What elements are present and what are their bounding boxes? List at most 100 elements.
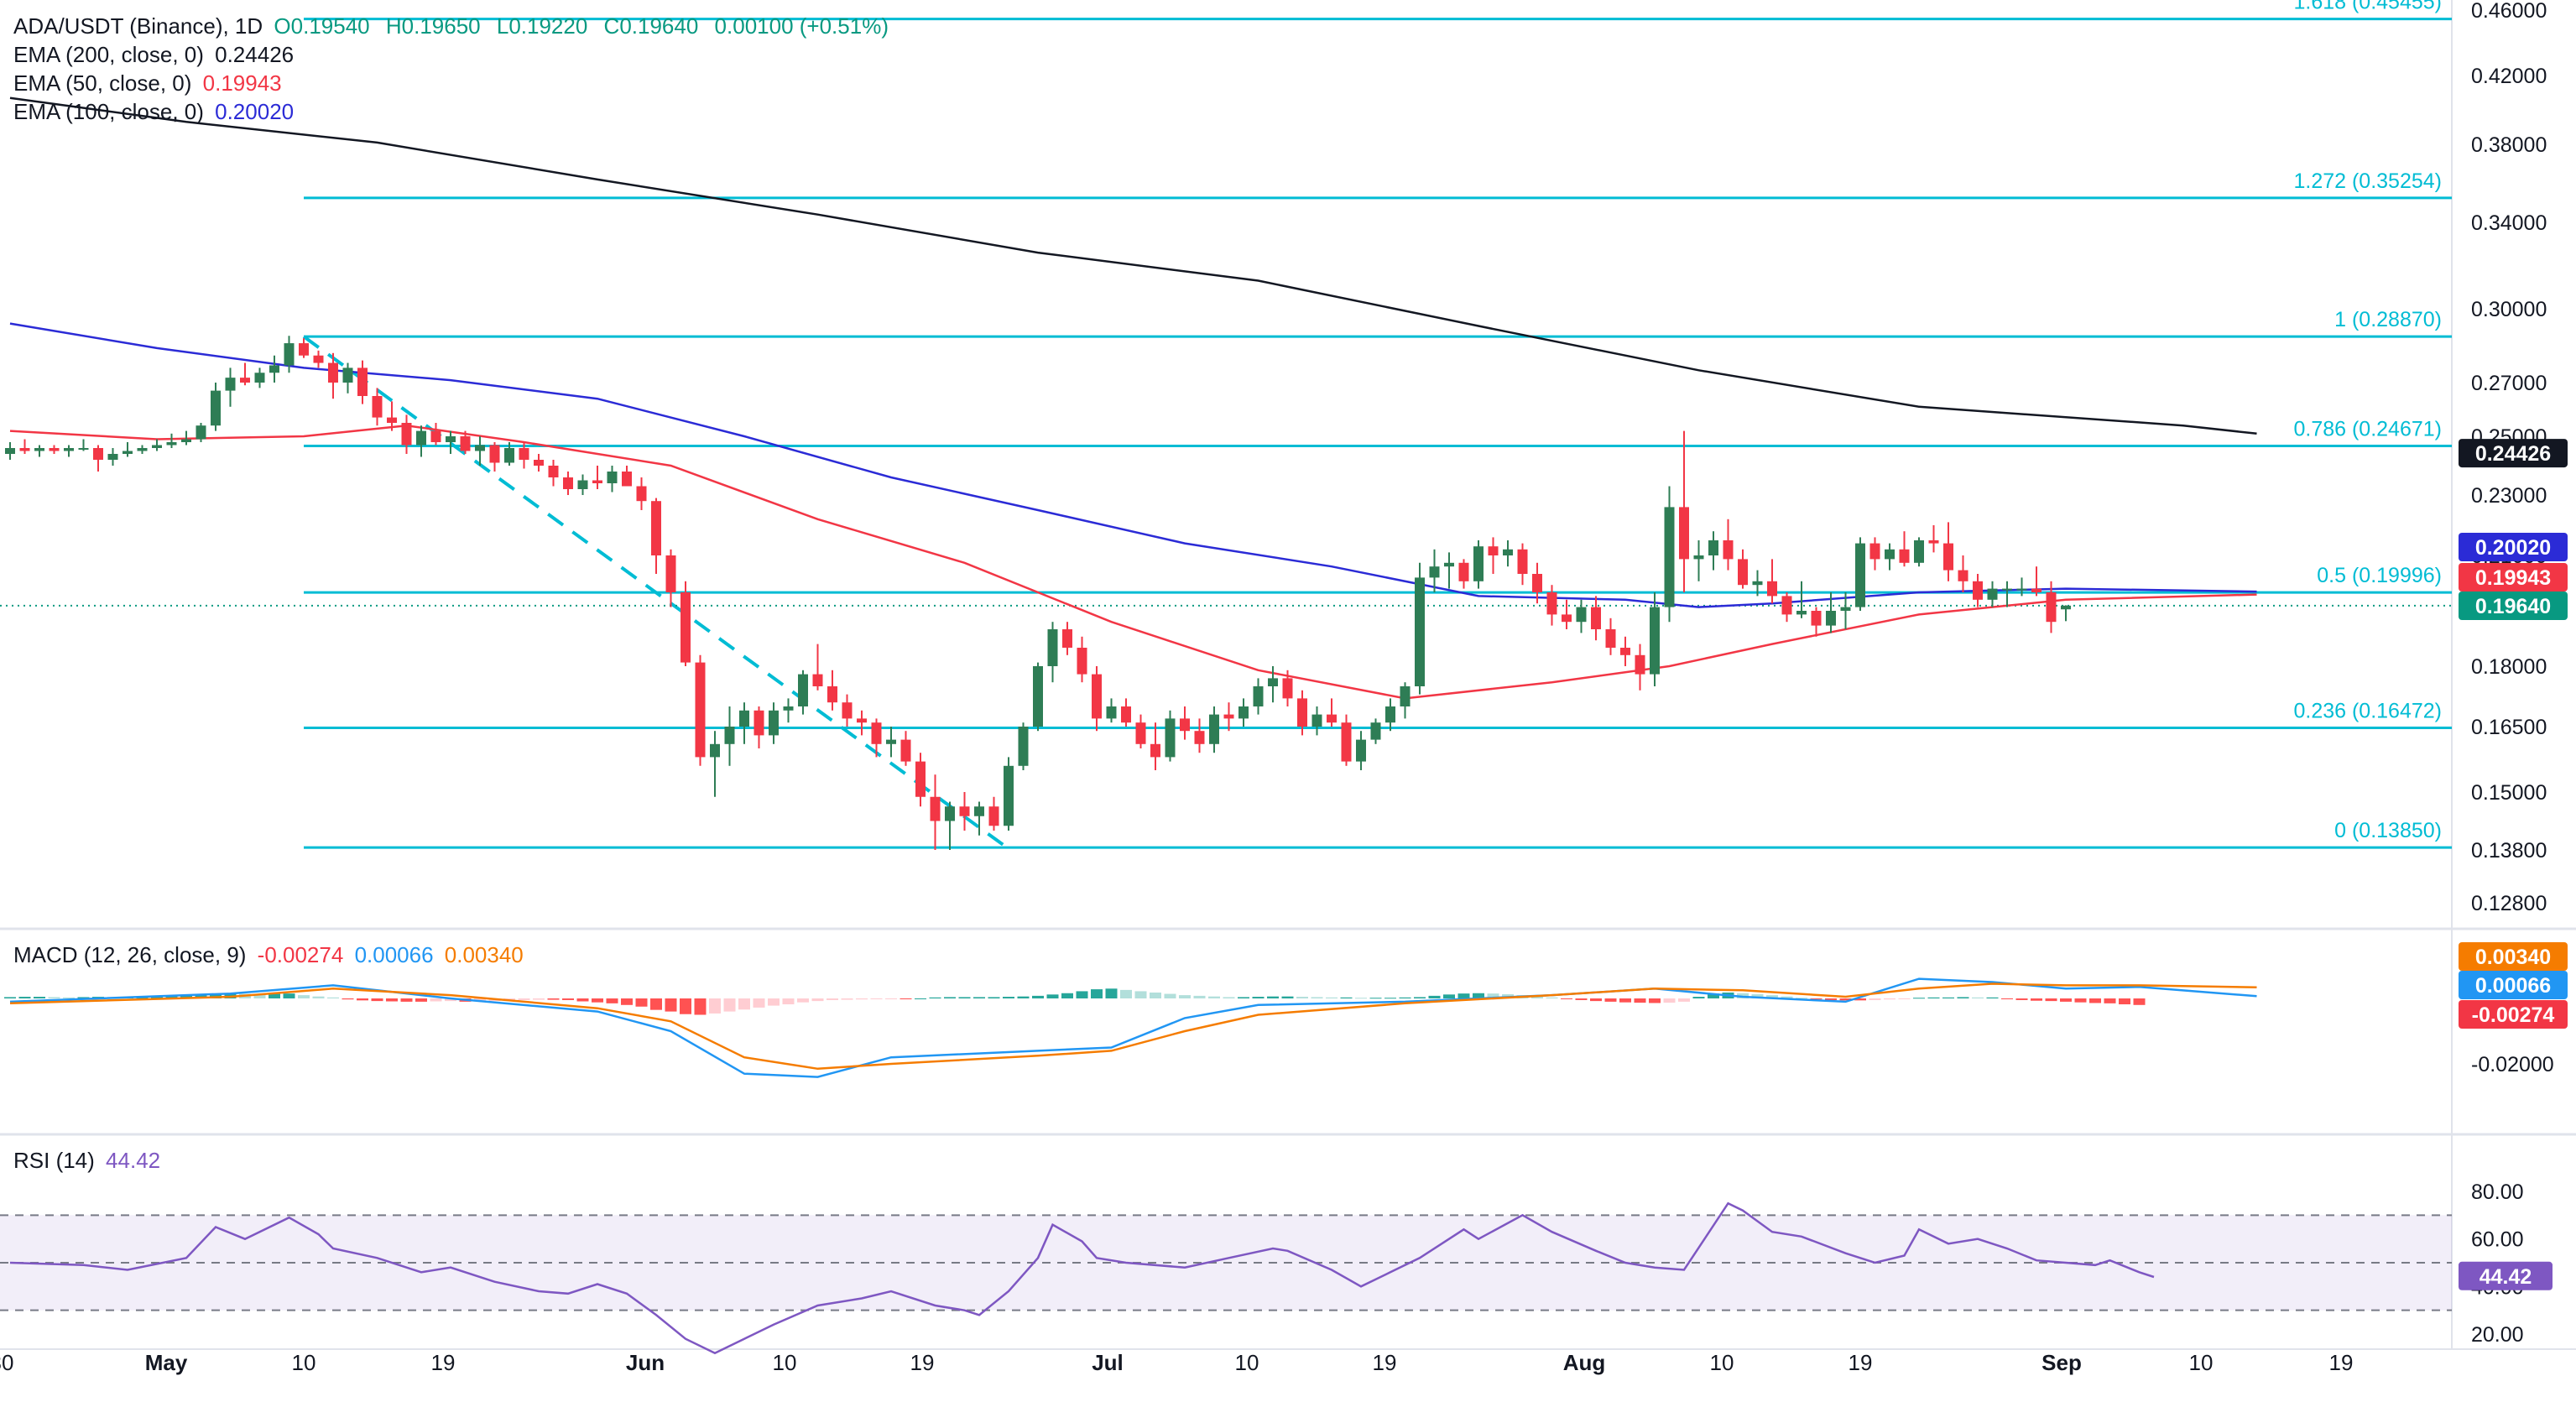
candle-body bbox=[342, 367, 353, 383]
candle-body bbox=[475, 445, 485, 451]
ema200-legend[interactable]: EMA (200, close, 0) 0.24426 bbox=[13, 42, 295, 67]
candle-body bbox=[1928, 540, 1939, 544]
candle bbox=[1356, 731, 1366, 770]
candle-body bbox=[857, 718, 867, 723]
candle-body bbox=[1238, 706, 1249, 719]
candle-body bbox=[930, 796, 941, 821]
candle-body bbox=[1341, 722, 1352, 762]
candle-body bbox=[254, 373, 265, 383]
macd-bar bbox=[1634, 998, 1646, 1003]
price-legend: ADA/USDT (Binance), 1D O0.19540 H0.19650… bbox=[13, 12, 894, 126]
price-tag-label: 0.19640 bbox=[2475, 595, 2551, 618]
candle bbox=[577, 474, 588, 495]
macd-bar bbox=[2031, 998, 2042, 1001]
candle-body bbox=[710, 743, 720, 758]
candle bbox=[1591, 596, 1601, 641]
candle bbox=[915, 753, 926, 807]
candle-body bbox=[2016, 588, 2027, 591]
fib-label: 0 (0.13850) bbox=[2334, 819, 2442, 842]
candle-body bbox=[1664, 507, 1675, 607]
macd-bar bbox=[1604, 998, 1617, 1002]
macd-bar bbox=[1252, 997, 1265, 998]
ohlc-high: H0.19650 bbox=[385, 13, 481, 39]
candle-body bbox=[416, 430, 426, 446]
ema50-legend[interactable]: EMA (50, close, 0) 0.19943 bbox=[13, 70, 282, 96]
macd-bar bbox=[1766, 995, 1778, 998]
candle bbox=[1752, 570, 1763, 597]
candle bbox=[78, 439, 89, 451]
ohlc-open: O0.19540 bbox=[274, 13, 370, 39]
macd-bar bbox=[371, 998, 383, 1002]
candle-body bbox=[1503, 549, 1513, 555]
macd-bar bbox=[1443, 994, 1455, 998]
candle-body bbox=[446, 436, 456, 442]
macd-bar bbox=[283, 993, 295, 998]
candle bbox=[769, 702, 779, 744]
candle-body bbox=[211, 390, 221, 426]
candle bbox=[211, 383, 221, 431]
candle-body bbox=[460, 436, 471, 451]
candle-body bbox=[284, 343, 295, 366]
candle bbox=[1781, 592, 1792, 623]
candle bbox=[269, 355, 279, 383]
macd-bar bbox=[298, 995, 310, 998]
candle-body bbox=[1796, 611, 1807, 615]
candle bbox=[1194, 718, 1205, 753]
candle-body bbox=[1532, 574, 1542, 592]
candle-body bbox=[1282, 678, 1293, 699]
macd-bar bbox=[621, 998, 633, 1005]
candle bbox=[1223, 702, 1234, 732]
candle bbox=[1077, 636, 1087, 683]
rsi-legend[interactable]: RSI (14) 44.42 bbox=[13, 1148, 161, 1173]
time-tick-label: Aug bbox=[1563, 1350, 1606, 1375]
macd-bar bbox=[827, 998, 838, 1000]
macd-bar bbox=[768, 998, 780, 1006]
candle bbox=[1517, 543, 1528, 586]
ema-line-2 bbox=[9, 322, 2257, 608]
candle-body bbox=[1517, 549, 1528, 574]
candle-body bbox=[1826, 611, 1836, 626]
candle bbox=[1855, 537, 1865, 611]
candle bbox=[945, 801, 955, 850]
time-tick-label: Sep bbox=[2042, 1350, 2082, 1375]
macd-bar bbox=[1414, 997, 1426, 998]
candle bbox=[1943, 522, 1953, 581]
ema100-legend[interactable]: EMA (100, close, 0) 0.20020 bbox=[13, 99, 295, 124]
macd-tick-label: -0.02000 bbox=[2471, 1053, 2554, 1076]
time-tick-label: 10 bbox=[2189, 1350, 2214, 1375]
rsi-tag: 44.42 bbox=[2459, 1261, 2553, 1290]
candle-body bbox=[1077, 648, 1087, 675]
candle-body bbox=[827, 686, 837, 703]
macd-bar bbox=[1120, 989, 1132, 998]
macd-bar bbox=[753, 998, 765, 1008]
candle-body bbox=[196, 425, 206, 440]
candle-body bbox=[900, 739, 911, 762]
candle-body bbox=[2031, 588, 2042, 592]
macd-bar bbox=[342, 998, 354, 1000]
fib-label: 1.618 (0.45455) bbox=[2293, 0, 2442, 14]
macd-legend[interactable]: MACD (12, 26, close, 9) -0.00274 0.00066… bbox=[13, 942, 524, 967]
macd-bar bbox=[694, 998, 707, 1015]
price-tick-label: 0.34000 bbox=[2471, 211, 2547, 235]
macd-bar bbox=[1898, 998, 1911, 999]
time-tick-label: 19 bbox=[910, 1350, 935, 1375]
ema-line-1 bbox=[9, 424, 2257, 700]
macd-bar bbox=[1238, 997, 1249, 998]
price-tag-bg bbox=[2459, 439, 2568, 468]
candle-body bbox=[1693, 555, 1704, 560]
candle-body bbox=[1297, 698, 1307, 727]
price-tick-label: 0.12800 bbox=[2471, 892, 2547, 915]
candle bbox=[534, 454, 544, 472]
macd-bar bbox=[1267, 996, 1279, 998]
fib-level: 0.5 (0.19996) bbox=[304, 564, 2452, 594]
candle bbox=[1738, 549, 1748, 589]
candle-body bbox=[137, 448, 148, 451]
time-tick-label: Jul bbox=[1092, 1350, 1124, 1375]
candle-body bbox=[1253, 686, 1264, 706]
macd-bar bbox=[415, 998, 427, 1002]
macd-bar bbox=[958, 997, 971, 998]
candle bbox=[5, 442, 15, 460]
macd-bar bbox=[547, 998, 560, 1000]
macd-bar bbox=[915, 998, 926, 999]
